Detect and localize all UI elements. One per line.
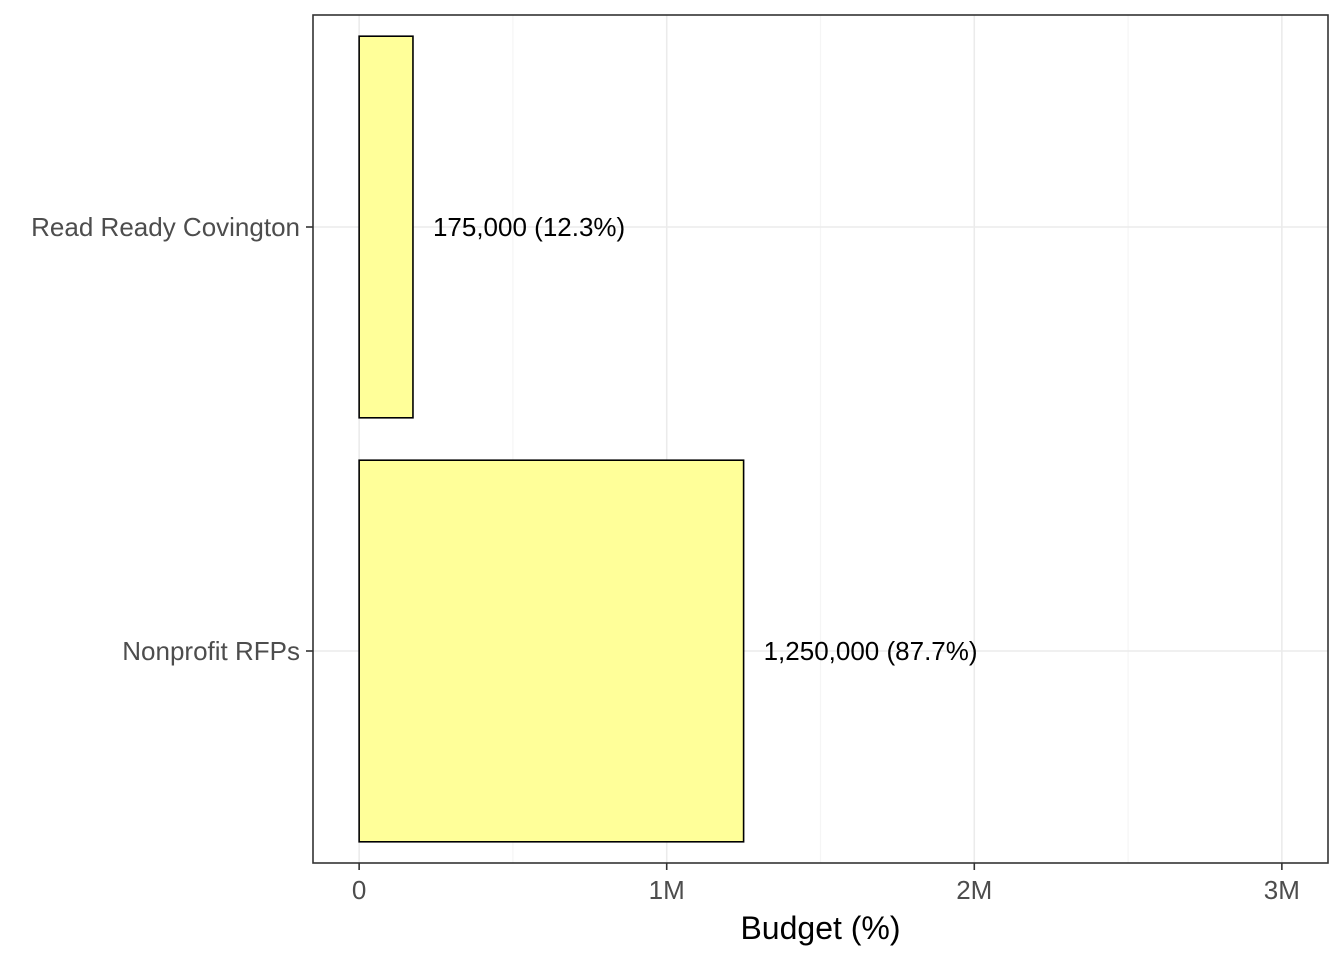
bar-nonprofit-rfps: [358, 459, 745, 843]
bar-data-label: 1,250,000 (87.7%): [764, 636, 978, 666]
x-tick-label: 2M: [956, 875, 992, 905]
bar-read-ready-covington: [358, 35, 414, 419]
x-tick-label: 3M: [1264, 875, 1300, 905]
y-tick-label: Nonprofit RFPs: [122, 636, 300, 666]
bar-data-label: 175,000 (12.3%): [433, 212, 625, 242]
y-tick-label: Read Ready Covington: [31, 212, 300, 242]
axes: 0 1M 2M 3M Read Ready Covington Nonprofit RFP…: [31, 212, 1300, 905]
bars: [358, 35, 745, 843]
panel-border: [312, 14, 1329, 864]
x-tick-label: 1M: [649, 875, 685, 905]
data-labels: 175,000 (12.3%) 1,250,000 (87.7%): [433, 212, 978, 666]
x-tick-label: 0: [352, 875, 366, 905]
x-axis-title: Budget (%): [740, 910, 900, 946]
